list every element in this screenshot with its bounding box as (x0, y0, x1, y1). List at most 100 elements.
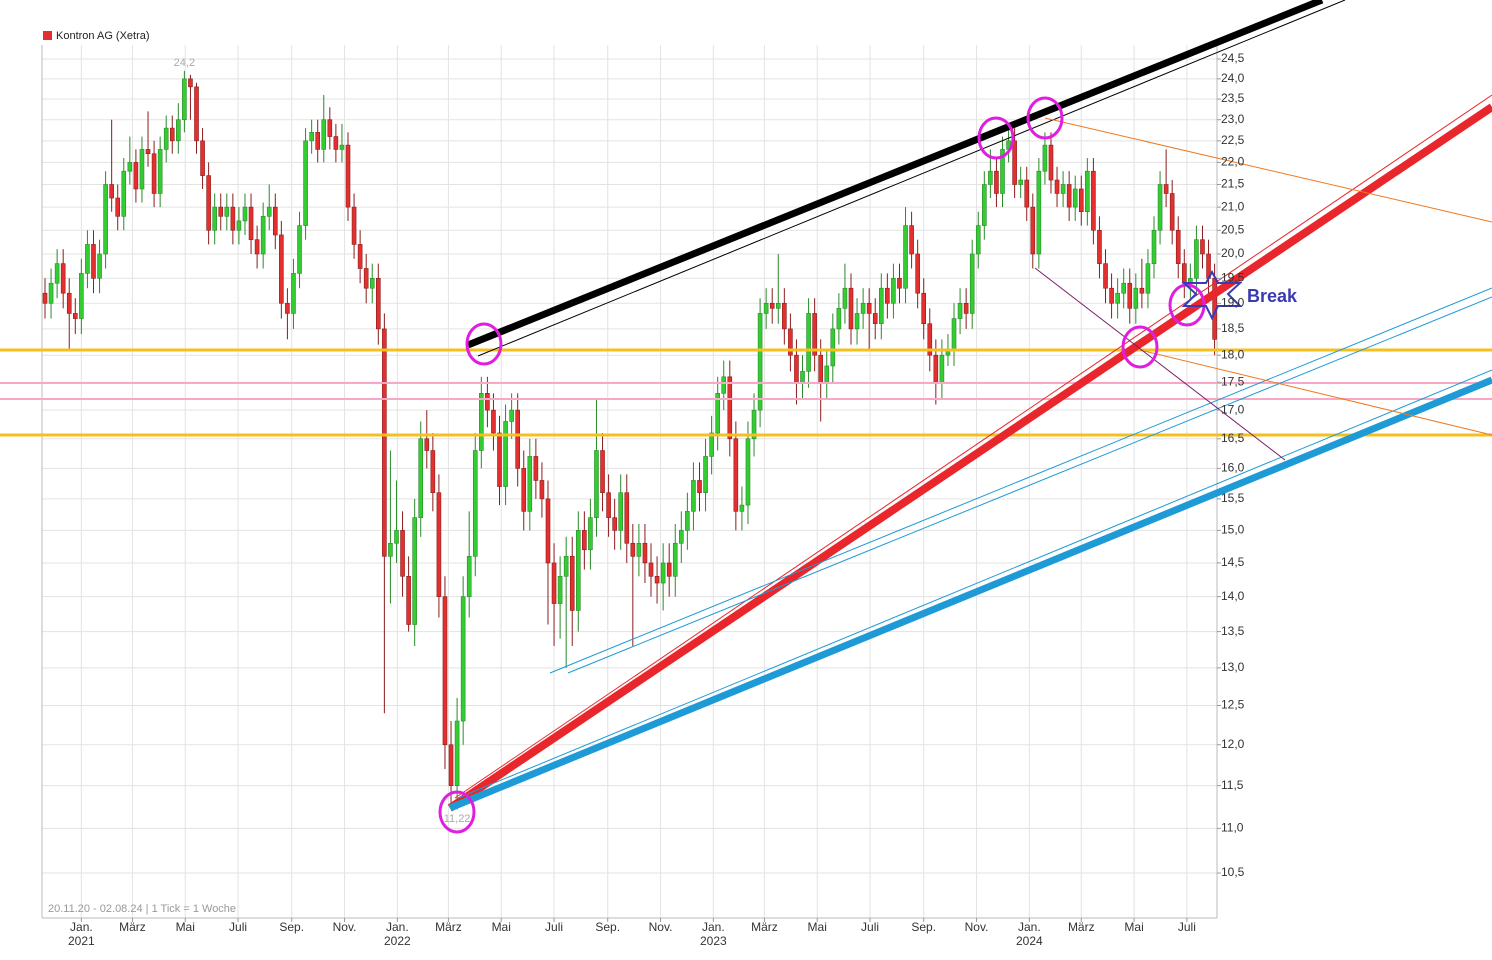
candle-body (878, 287, 884, 325)
candle-body (721, 376, 727, 394)
candle-body (272, 206, 278, 236)
resistance-trendline (466, 0, 1324, 349)
candle-body (697, 480, 702, 493)
candle-body (1091, 170, 1096, 231)
candle-body (794, 354, 799, 383)
candle-body (624, 492, 630, 544)
circle (977, 116, 1015, 160)
x-tick-label: Sep. (279, 920, 304, 934)
x-tick-label: Mai (1124, 920, 1143, 934)
candle-body (933, 354, 939, 383)
x-tick-label: Nov. (333, 920, 357, 934)
candle-body (188, 78, 193, 88)
candle-body (430, 450, 436, 493)
resistance-trendline-thin (477, 0, 1346, 357)
candle-body (606, 492, 611, 518)
candle-body (1000, 149, 1005, 194)
candle-body (909, 225, 914, 255)
candle-body (891, 278, 896, 304)
y-tick-label: 19,5 (1221, 270, 1245, 284)
y-tick-label: 17,5 (1221, 374, 1245, 388)
candle-body (903, 225, 908, 289)
candle-body (42, 292, 48, 304)
candle-body (1181, 263, 1187, 284)
y-tick-label: 24,5 (1221, 51, 1245, 65)
y-tick-label: 16,0 (1221, 461, 1245, 475)
candle-body (400, 530, 405, 577)
candle-body (1030, 206, 1036, 255)
x-tick-label: März (119, 920, 146, 934)
candle-body (733, 438, 739, 512)
candle-body (230, 206, 236, 231)
candle-body (666, 562, 672, 577)
candle-body (642, 542, 648, 564)
candle-body (660, 562, 666, 584)
candle-body (169, 127, 175, 142)
candle-body (885, 287, 890, 304)
candle-body (321, 119, 327, 150)
candle-body (412, 517, 417, 625)
candle-body (206, 175, 211, 231)
candle-body (915, 253, 920, 294)
candle-body (594, 450, 599, 518)
candle-body (969, 253, 975, 314)
x-tick-label: Mai (492, 920, 511, 934)
candle-body (345, 144, 351, 208)
candle-body (636, 542, 642, 557)
x-tick-label: Jan. (70, 920, 93, 934)
candle-body (533, 456, 539, 481)
candle-body (1042, 144, 1048, 172)
candle-body (927, 323, 933, 356)
candle-body (824, 365, 830, 383)
candle-body (139, 149, 145, 190)
x-tick-label: Juli (861, 920, 879, 934)
candle-body (466, 556, 472, 597)
blue-trendline-thin (457, 369, 1492, 799)
y-tick-label: 24,0 (1221, 71, 1245, 85)
legend-label: Kontron AG (Xetra) (56, 30, 150, 42)
candle-body (1018, 179, 1023, 185)
y-tick-label: 23,0 (1221, 112, 1245, 126)
candle-body (182, 78, 187, 121)
high-label: 24,2 (174, 57, 195, 69)
candle-body (654, 575, 660, 584)
candle-body (860, 302, 866, 314)
grid (42, 45, 1217, 918)
candle-body (218, 206, 224, 217)
x-tick-label: Sep. (595, 920, 620, 934)
candle-body (569, 556, 575, 611)
candle-body (988, 170, 993, 185)
candle-body (539, 480, 545, 500)
candle-body (1054, 179, 1060, 194)
candle-body (582, 530, 587, 551)
candle-body (563, 556, 569, 577)
candle-body (254, 239, 260, 255)
candle-body (679, 530, 684, 544)
candle-body (73, 313, 78, 319)
candle-body (485, 393, 490, 411)
x-tick-label: Sep. (911, 920, 936, 934)
candle-body (848, 287, 854, 330)
y-tick-label: 16,5 (1221, 431, 1245, 445)
candle-body (575, 530, 581, 611)
candle-body (503, 421, 508, 487)
candle-body (460, 596, 466, 722)
candle-body (1036, 170, 1042, 255)
y-tick-label: 14,0 (1221, 589, 1245, 603)
candle-body (309, 132, 314, 142)
candle-body (818, 354, 823, 383)
candle-body (1024, 179, 1030, 208)
candle-body (127, 162, 133, 172)
candle-body (1085, 170, 1090, 212)
y-tick-label: 21,5 (1221, 177, 1245, 191)
candle-body (363, 268, 369, 289)
candle-body (897, 278, 902, 289)
candle-body (521, 468, 527, 512)
candle-body (339, 144, 345, 150)
candle-body (727, 376, 733, 440)
candle-body (963, 302, 969, 314)
candle-body (176, 119, 181, 142)
y-tick-label: 21,0 (1221, 199, 1245, 213)
legend-swatch (43, 31, 52, 40)
